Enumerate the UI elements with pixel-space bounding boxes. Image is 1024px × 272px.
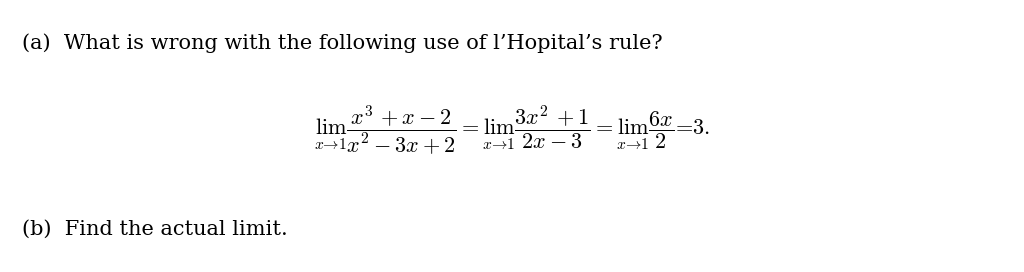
Text: (b)  Find the actual limit.: (b) Find the actual limit.	[22, 219, 288, 238]
Text: $\lim_{x \to 1} \dfrac{x^3 + x - 2}{x^2 - 3x + 2} = \lim_{x \to 1} \dfrac{3x^2 +: $\lim_{x \to 1} \dfrac{x^3 + x - 2}{x^2 …	[314, 104, 710, 157]
Text: (a)  What is wrong with the following use of l’Hopital’s rule?: (a) What is wrong with the following use…	[22, 34, 663, 53]
